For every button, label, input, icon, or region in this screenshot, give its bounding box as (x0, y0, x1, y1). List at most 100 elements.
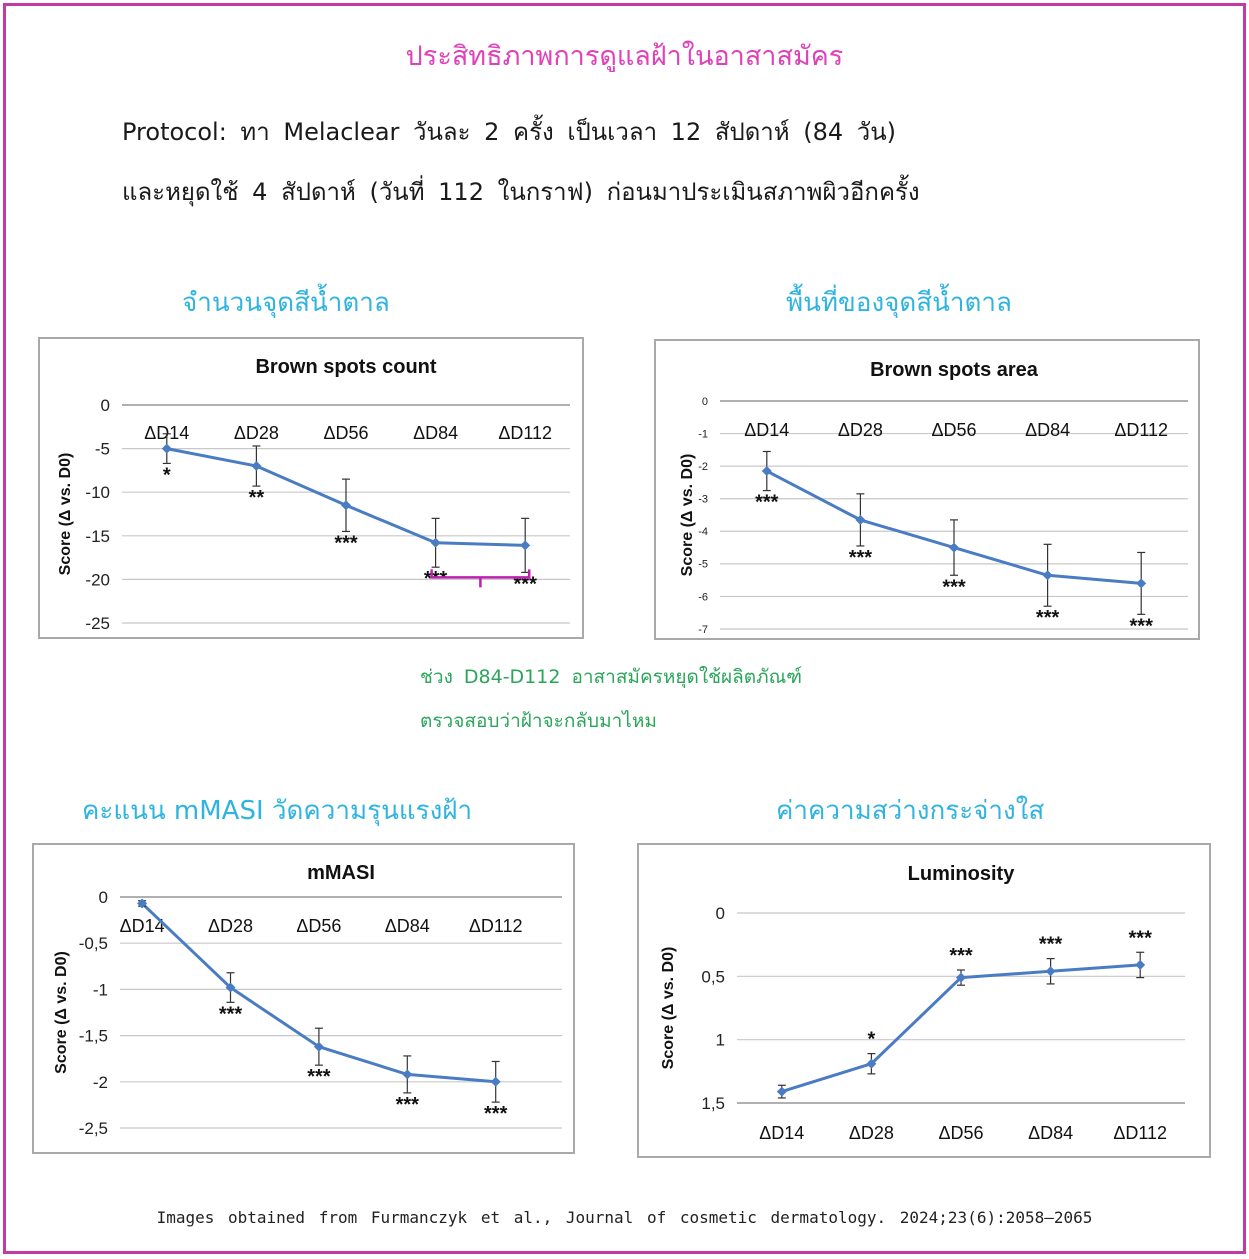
chart-heading-mmasi: คะแนน mMASI วัดความรุนแรงฝ้า (82, 796, 473, 826)
significance-label: *** (755, 492, 779, 514)
significance-label: *** (396, 1094, 420, 1116)
page-frame (3, 3, 1246, 1254)
y-tick-label: 1,5 (701, 1094, 725, 1113)
x-tick-label: ΔD14 (120, 916, 165, 936)
chart-heading-brown-spots-count: จำนวนจุดสีน้ำตาล (182, 288, 390, 318)
significance-label: * (868, 1029, 876, 1051)
data-point (430, 537, 441, 548)
protocol-line-1: Protocol: ทา Melaclear วันละ 2 ครั้ง เป็… (122, 118, 897, 146)
comparison-bracket (430, 569, 531, 588)
significance-label: *** (424, 568, 448, 590)
significance-label: *** (942, 576, 966, 598)
x-tick-label: ΔD84 (1025, 420, 1070, 440)
y-tick-label: -6 (698, 591, 708, 603)
y-tick-label: -1,5 (79, 1027, 108, 1046)
data-point (949, 542, 959, 553)
y-axis-label: Score (Δ vs. D0) (53, 951, 70, 1074)
x-tick-label: ΔD84 (385, 916, 430, 936)
y-tick-label: -7 (698, 624, 708, 636)
chart-svg: Luminosity Score (Δ vs. D0) 0 0,5 1 1,5 ΔD14 ΔD… (660, 863, 1185, 1143)
protocol-line-2: และหยุดใช้ 4 สัปดาห์ (วันที่ 112 ในกราฟ)… (122, 178, 920, 206)
chart-title: mMASI (307, 862, 375, 884)
data-point (251, 461, 262, 472)
chart-title: Luminosity (908, 863, 1016, 885)
y-axis-label: Score (Δ vs. D0) (660, 947, 677, 1070)
y-tick-label: 0 (702, 396, 708, 408)
significance-label: *** (949, 945, 973, 967)
y-axis-label: Score (Δ vs. D0) (679, 454, 696, 577)
x-tick-label: ΔD112 (1114, 420, 1168, 440)
y-axis-label: Score (Δ vs. D0) (57, 453, 74, 576)
y-tick-label: -2 (93, 1073, 108, 1092)
x-tick-label: ΔD28 (849, 1123, 894, 1143)
chart-mmasi: mMASI Score (Δ vs. D0) 0 -0,5 -1 -1,5 -2 -2,5 ΔD… (32, 843, 575, 1154)
data-point (490, 1076, 501, 1087)
x-tick-label: ΔD112 (1113, 1123, 1167, 1143)
data-point (761, 466, 772, 477)
significance-label: *** (334, 532, 358, 554)
x-tick-label: ΔD56 (938, 1123, 983, 1143)
data-point (225, 982, 236, 993)
x-tick-label: ΔD112 (498, 423, 552, 443)
chart-heading-luminosity: ค่าความสว่างกระจ่างใส (776, 796, 1045, 826)
chart-brown-spots-area: Brown spots area Score (Δ vs. D0) 0 -1 -2 -3 -… (654, 339, 1200, 640)
chart-heading-brown-spots-area: พื้นที่ของจุดสีน้ำตาล (786, 288, 1012, 318)
significance-label: *** (307, 1066, 331, 1088)
significance-label: *** (1036, 607, 1060, 629)
y-tick-label: -4 (698, 526, 708, 538)
significance-label: *** (849, 547, 873, 569)
y-tick-label: 0 (99, 888, 108, 907)
y-tick-label: 1 (716, 1031, 725, 1050)
data-point (1136, 578, 1147, 589)
significance-label: ** (249, 487, 265, 509)
page-title: ประสิทธิภาพการดูแลฝ้าในอาสาสมัคร (405, 41, 844, 72)
x-tick-label: ΔD28 (234, 423, 279, 443)
y-tick-label: 0 (101, 396, 110, 415)
y-tick-label: -5 (95, 440, 110, 459)
y-tick-label: -1 (698, 428, 708, 440)
data-point (402, 1069, 413, 1080)
y-tick-label: -10 (85, 483, 110, 502)
data-point (956, 972, 966, 983)
significance-label: *** (1130, 615, 1154, 637)
chart-brown-spots-count: Brown spots count Score (Δ vs. D0) 0 -5 -10 -… (38, 337, 584, 639)
chart-svg: Brown spots count Score (Δ vs. D0) 0 -5 -10 -… (57, 356, 570, 633)
y-tick-label: -2,5 (79, 1119, 108, 1138)
x-tick-label: ΔD56 (931, 420, 976, 440)
chart-title: Brown spots area (870, 359, 1039, 381)
data-point (1045, 966, 1056, 977)
significance-label: *** (1039, 934, 1063, 956)
data-point (855, 514, 866, 525)
x-tick-label: ΔD14 (144, 423, 189, 443)
x-tick-label: ΔD28 (838, 420, 883, 440)
x-tick-label: ΔD84 (413, 423, 458, 443)
y-tick-label: -1 (93, 980, 108, 999)
y-tick-label: -15 (85, 527, 110, 546)
chart-title: Brown spots count (255, 356, 436, 378)
data-point (137, 898, 148, 909)
citation: Images obtained from Furmanczyk et al., … (156, 1208, 1093, 1227)
y-tick-label: -5 (698, 559, 708, 571)
data-point (161, 443, 172, 454)
chart-luminosity: Luminosity Score (Δ vs. D0) 0 0,5 1 1,5 ΔD14 ΔD… (637, 843, 1211, 1158)
data-point (776, 1086, 787, 1097)
x-tick-label: ΔD112 (469, 916, 523, 936)
y-tick-label: 0,5 (701, 967, 725, 986)
data-point (1135, 959, 1146, 970)
x-tick-label: ΔD14 (759, 1123, 804, 1143)
x-tick-label: ΔD56 (323, 423, 368, 443)
x-tick-label: ΔD14 (744, 420, 789, 440)
y-tick-label: 0 (716, 904, 725, 923)
x-tick-label: ΔD56 (296, 916, 341, 936)
significance-label: *** (219, 1003, 243, 1025)
note-line-2: ตรวจสอบว่าฝ้าจะกลับมาไหม (420, 710, 657, 732)
y-tick-label: -0,5 (79, 934, 108, 953)
y-tick-label: -25 (85, 614, 110, 633)
y-tick-label: -2 (698, 461, 708, 473)
x-tick-label: ΔD28 (208, 916, 253, 936)
x-tick-label: ΔD84 (1028, 1123, 1073, 1143)
data-point (341, 500, 351, 511)
chart-svg: Brown spots area Score (Δ vs. D0) 0 -1 -2 -3 -… (679, 359, 1188, 637)
significance-label: * (163, 464, 171, 486)
note-line-1: ช่วง D84-D112 อาสาสมัครหยุดใช้ผลิตภัณฑ์ (420, 666, 803, 688)
